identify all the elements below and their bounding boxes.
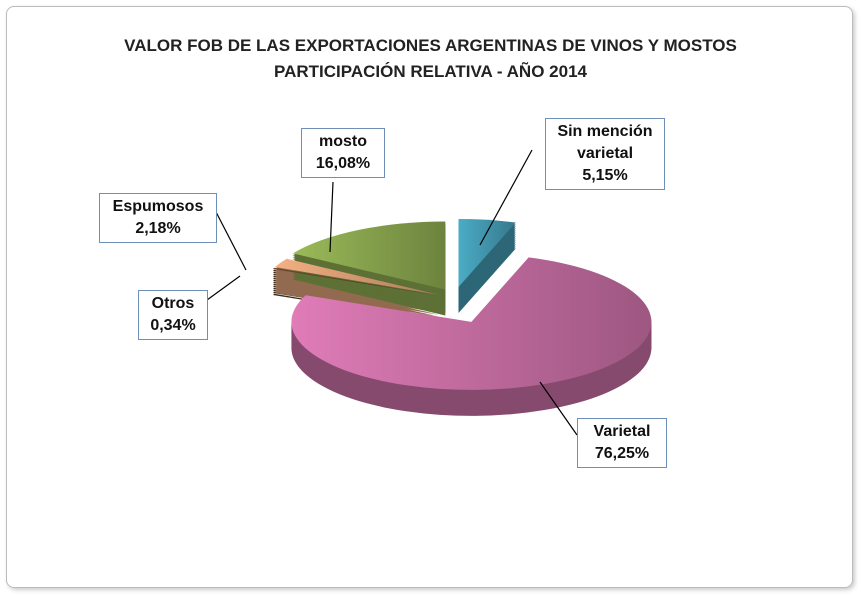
slice	[458, 218, 516, 287]
chart-frame	[6, 6, 853, 588]
leader-line	[539, 381, 578, 436]
label-value: 5,15%	[582, 167, 628, 184]
slice	[291, 257, 652, 390]
leader-line	[329, 181, 334, 253]
label-name: Otros	[151, 295, 195, 312]
label-value: 76,25%	[594, 445, 650, 462]
leader-line	[206, 275, 241, 301]
label-value: 2,18%	[135, 220, 181, 237]
data-label: Otros 0,34%	[138, 290, 208, 340]
slice	[275, 258, 440, 295]
leader-line	[214, 209, 247, 271]
label-name: Espumosos	[112, 198, 204, 215]
slice	[272, 267, 439, 296]
label-value: 0,34%	[150, 317, 196, 334]
chart-subtitle: PARTICIPACIÓN RELATIVA - AÑO 2014	[274, 62, 587, 81]
data-label: mosto 16,08%	[301, 128, 385, 178]
label-name: mosto	[319, 133, 367, 150]
label-value: 16,08%	[315, 155, 371, 172]
data-label: Espumosos 2,18%	[99, 193, 217, 243]
chart-title: VALOR FOB DE LAS EXPORTACIONES ARGENTINA…	[124, 36, 737, 55]
label-name: Varietal	[593, 423, 651, 440]
data-label: Varietal 76,25%	[577, 418, 667, 468]
leader-line	[479, 149, 533, 246]
data-label: Sin mención varietal 5,15%	[545, 118, 665, 190]
label-name: Sin mención varietal	[557, 123, 653, 162]
